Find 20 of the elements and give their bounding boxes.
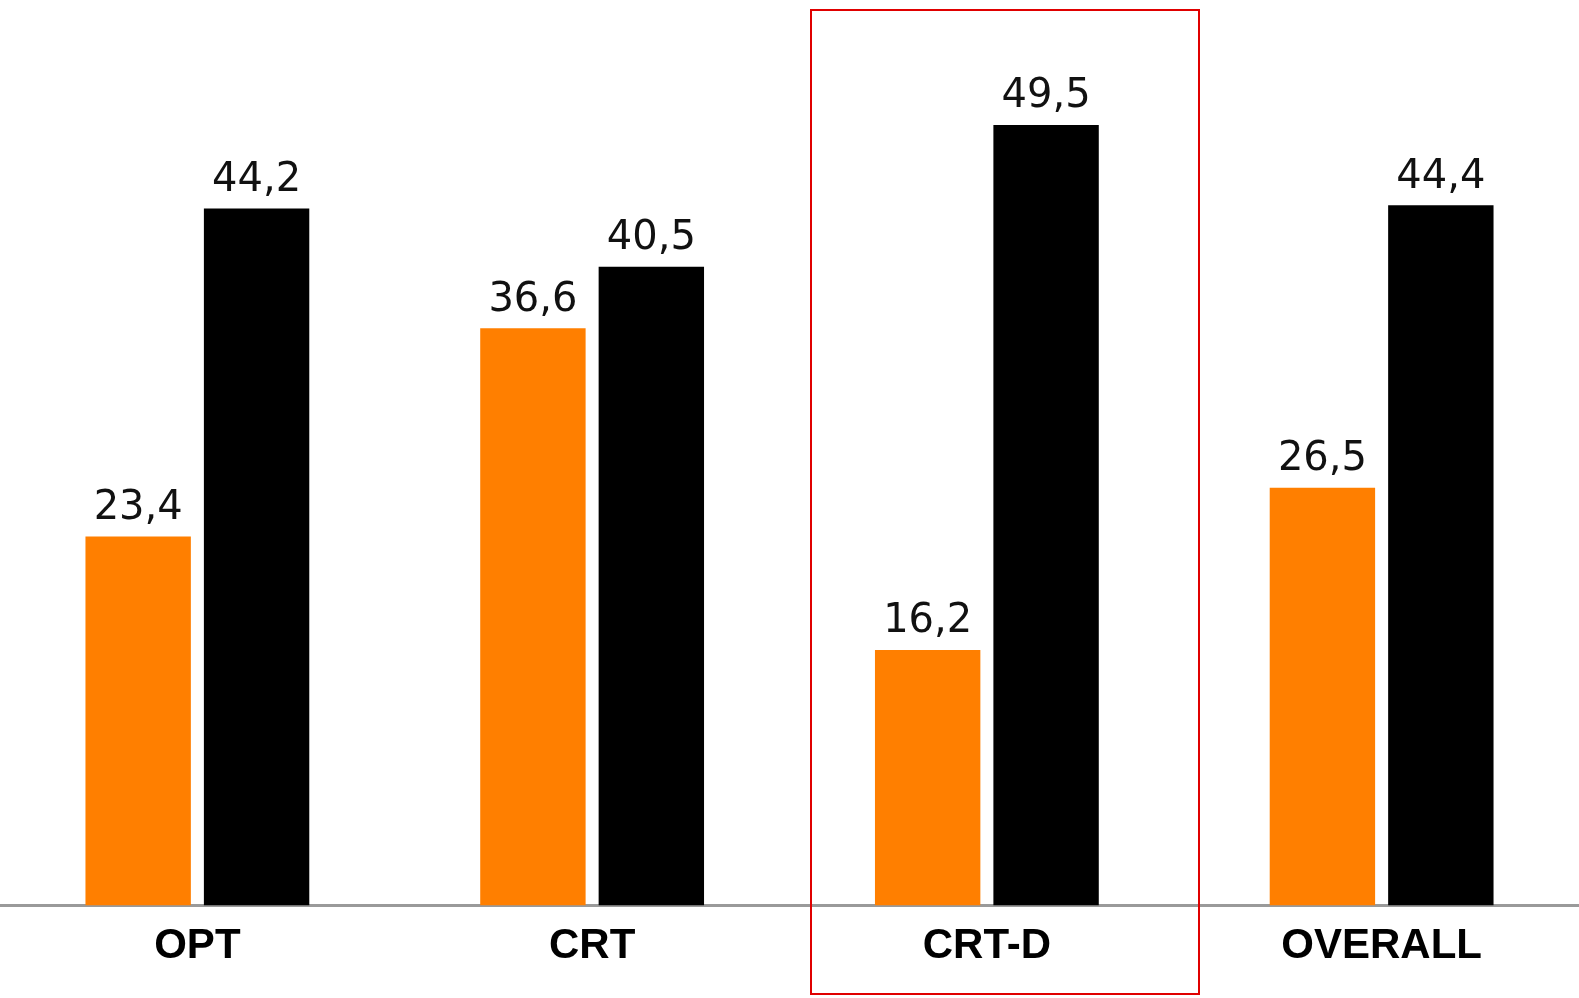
data-label: 16,2 — [883, 595, 973, 642]
bar — [993, 124, 1099, 906]
bar — [598, 266, 705, 906]
x-tick-label: OVERALL — [1281, 920, 1482, 968]
data-label: 23,4 — [93, 481, 183, 528]
bar — [874, 650, 981, 906]
bar — [480, 328, 586, 906]
data-label: 40,5 — [606, 212, 696, 259]
bar — [1269, 487, 1376, 906]
data-label: 44,2 — [212, 153, 302, 200]
bar — [1388, 205, 1494, 906]
data-label: 36,6 — [488, 273, 578, 320]
data-label: 49,5 — [1001, 70, 1091, 117]
data-label: 26,5 — [1277, 433, 1367, 480]
data-label: 44,4 — [1396, 150, 1486, 197]
x-tick-label: CRT-D — [922, 920, 1052, 968]
bar — [85, 536, 191, 906]
x-tick-label: CRT — [548, 920, 636, 968]
x-tick-label: OPT — [154, 920, 241, 968]
bar — [203, 208, 310, 906]
